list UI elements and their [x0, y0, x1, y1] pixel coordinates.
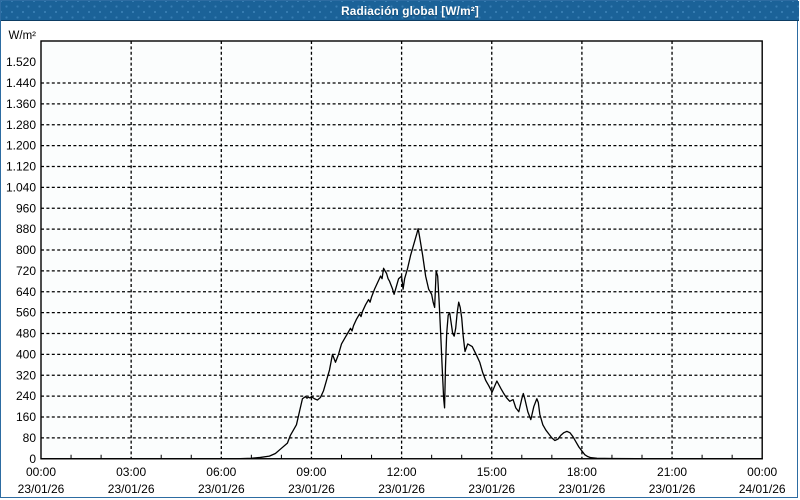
- svg-text:1.040: 1.040: [6, 180, 36, 194]
- svg-text:24/01/26: 24/01/26: [739, 482, 786, 496]
- svg-text:00:00: 00:00: [747, 465, 777, 479]
- svg-text:1.280: 1.280: [6, 118, 36, 132]
- svg-text:21:00: 21:00: [657, 465, 687, 479]
- svg-text:1.440: 1.440: [6, 76, 36, 90]
- svg-text:23/01/26: 23/01/26: [198, 482, 245, 496]
- svg-text:560: 560: [16, 306, 36, 320]
- svg-text:640: 640: [16, 285, 36, 299]
- svg-text:960: 960: [16, 201, 36, 215]
- svg-text:80: 80: [23, 431, 37, 445]
- svg-text:320: 320: [16, 368, 36, 382]
- svg-text:23/01/26: 23/01/26: [649, 482, 696, 496]
- svg-text:800: 800: [16, 243, 36, 257]
- svg-text:880: 880: [16, 222, 36, 236]
- svg-text:03:00: 03:00: [116, 465, 146, 479]
- svg-text:06:00: 06:00: [206, 465, 236, 479]
- svg-text:1.200: 1.200: [6, 139, 36, 153]
- svg-text:720: 720: [16, 264, 36, 278]
- svg-text:23/01/26: 23/01/26: [559, 482, 606, 496]
- svg-text:1.120: 1.120: [6, 160, 36, 174]
- svg-text:400: 400: [16, 347, 36, 361]
- svg-text:23/01/26: 23/01/26: [18, 482, 65, 496]
- svg-text:1.360: 1.360: [6, 97, 36, 111]
- svg-text:W/m²: W/m²: [9, 30, 37, 42]
- svg-text:240: 240: [16, 389, 36, 403]
- svg-text:23/01/26: 23/01/26: [468, 482, 515, 496]
- svg-text:00:00: 00:00: [26, 465, 56, 479]
- svg-text:23/01/26: 23/01/26: [378, 482, 425, 496]
- svg-text:09:00: 09:00: [296, 465, 326, 479]
- svg-text:1.520: 1.520: [6, 55, 36, 69]
- svg-text:480: 480: [16, 327, 36, 341]
- svg-text:23/01/26: 23/01/26: [108, 482, 155, 496]
- svg-text:0: 0: [29, 452, 36, 466]
- svg-text:12:00: 12:00: [387, 465, 417, 479]
- svg-text:160: 160: [16, 410, 36, 424]
- svg-text:18:00: 18:00: [567, 465, 597, 479]
- svg-text:15:00: 15:00: [477, 465, 507, 479]
- svg-text:23/01/26: 23/01/26: [288, 482, 335, 496]
